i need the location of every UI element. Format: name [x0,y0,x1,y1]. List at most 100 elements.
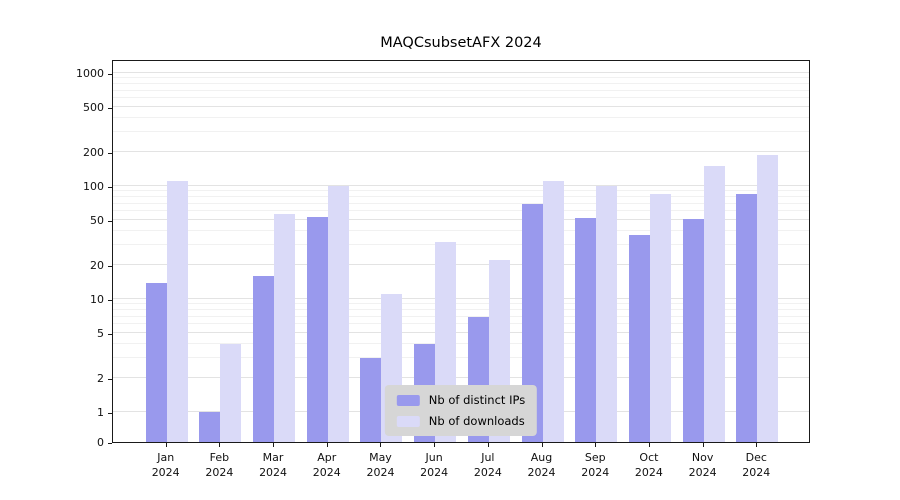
gridline [113,77,809,79]
x-tick-mark [702,443,704,447]
x-tick-mark [219,443,221,447]
chart-title: MAQCsubsetAFX 2024 [380,35,542,51]
y-tick-mark [108,300,112,301]
gridline [113,202,809,204]
gridline [113,332,809,334]
bar-distinct-ips-apr [306,217,328,442]
gridline [113,185,809,186]
x-tick-label: Apr 2024 [312,451,341,479]
gridline [113,376,809,378]
x-tick-mark [595,443,597,447]
x-tick-mark [541,443,543,447]
gridline [113,89,809,91]
gridline [113,82,809,84]
gridline [113,97,809,99]
bar-downloads-nov [703,166,725,442]
x-tick-label: Nov 2024 [688,451,717,479]
y-tick-label: 200 [83,145,104,159]
gridline [113,116,809,118]
y-tick-mark [108,152,112,154]
legend-label-downloads: Nb of downloads [428,414,525,428]
x-tick-label: Jul 2024 [473,451,502,479]
y-tick-mark [108,265,112,267]
gridline [113,190,809,192]
plot-area: Nb of distinct IPs Nb of downloads [112,60,810,443]
x-tick-label: Oct 2024 [634,451,663,479]
bar-distinct-ips-sep [575,218,597,442]
gridline [113,195,809,197]
x-tick-mark [487,443,489,447]
gridline [113,342,809,344]
x-tick-label: Feb 2024 [205,451,234,479]
bar-distinct-ips-nov [682,219,704,442]
y-tick-mark [108,334,112,336]
bar-downloads-oct [649,194,671,442]
y-tick-mark [108,108,112,110]
gridline [113,210,809,212]
gridline [113,131,809,133]
bar-downloads-dec [757,154,779,442]
x-tick-label: Sep 2024 [581,451,610,479]
x-tick-label: Jan 2024 [151,451,180,479]
legend-item-distinct-ips: Nb of distinct IPs [396,393,526,407]
legend-swatch-distinct-ips-icon [396,394,420,406]
x-tick-mark [165,443,167,447]
bar-downloads-feb [220,344,242,442]
y-tick-label: 50 [90,214,104,228]
bar-distinct-ips-dec [736,194,758,442]
bar-downloads-sep [596,186,618,442]
y-tick-mark [108,378,112,380]
y-tick-label: 1000 [76,67,104,80]
gridline [113,298,809,299]
y-tick-mark [108,187,112,188]
x-tick-mark [648,443,650,447]
y-tick-label: 500 [83,101,104,115]
bar-downloads-mar [274,213,296,442]
gridline [113,303,809,305]
y-tick-label: 10 [90,293,104,306]
bar-distinct-ips-jan [145,282,167,442]
bar-downloads-apr [327,186,349,442]
y-tick-label: 5 [97,327,104,341]
bar-distinct-ips-aug [521,203,543,442]
y-tick-mark [108,443,112,444]
bar-distinct-ips-feb [199,412,221,442]
gridline [113,315,809,317]
y-tick-label: 2 [97,371,104,385]
x-tick-label: Jun 2024 [420,451,449,479]
y-tick-label: 0 [97,436,104,449]
y-tick-label: 1 [97,406,104,419]
x-tick-label: May 2024 [366,451,395,479]
legend-swatch-downloads-icon [396,415,420,427]
x-tick-label: Mar 2024 [259,451,288,479]
gridline [113,106,809,108]
gridline [113,244,809,246]
gridline [113,323,809,325]
legend: Nb of distinct IPs Nb of downloads [384,385,538,436]
bar-distinct-ips-mar [253,275,275,442]
bar-distinct-ips-may [360,358,382,442]
legend-item-downloads: Nb of downloads [396,414,525,428]
bar-downloads-aug [542,181,564,442]
gridline [113,219,809,221]
x-tick-label: Aug 2024 [527,451,556,479]
y-tick-label: 20 [90,258,104,272]
gridline [113,357,809,359]
y-tick-label: 100 [83,180,104,193]
gridline [113,308,809,310]
x-tick-label: Dec 2024 [742,451,771,479]
x-tick-mark [380,443,382,447]
bar-downloads-jan [166,181,188,442]
gridline [113,150,809,152]
y-tick-mark [108,221,112,223]
y-tick-mark [108,74,112,75]
x-tick-mark [756,443,758,447]
x-tick-mark [326,443,328,447]
gridline [113,263,809,265]
x-tick-mark [273,443,275,447]
legend-label-distinct-ips: Nb of distinct IPs [428,393,526,407]
x-tick-mark [434,443,436,447]
bar-distinct-ips-oct [628,234,650,442]
y-tick-mark [108,413,112,414]
